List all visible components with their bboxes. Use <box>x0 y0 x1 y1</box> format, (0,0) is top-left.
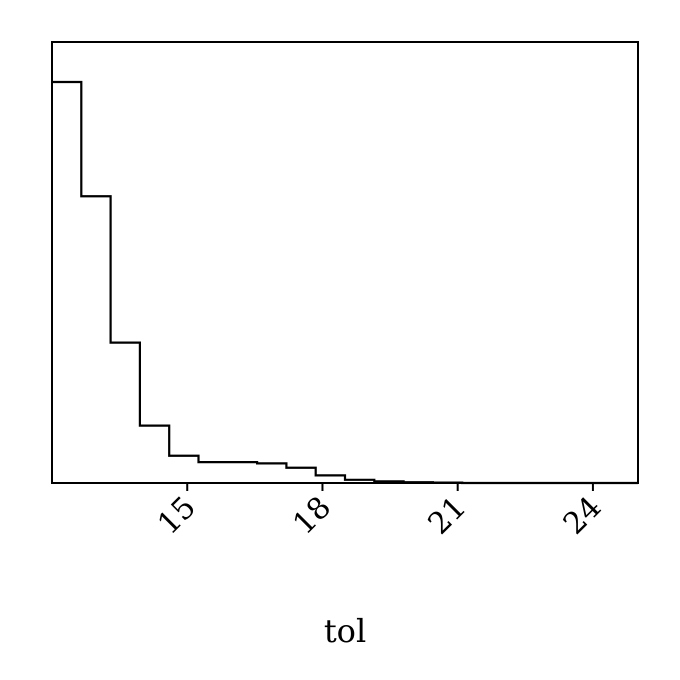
x-axis-label: tol <box>324 612 366 650</box>
x-tick-label: 21 <box>422 490 474 542</box>
x-tick-label: 24 <box>557 490 609 542</box>
x-tick-label: 15 <box>151 490 203 542</box>
x-tick-label: 18 <box>286 490 338 542</box>
plot-frame <box>51 41 639 484</box>
histogram-step-line <box>52 80 638 485</box>
x-axis-ticks: 15 18 21 24 <box>151 483 609 542</box>
